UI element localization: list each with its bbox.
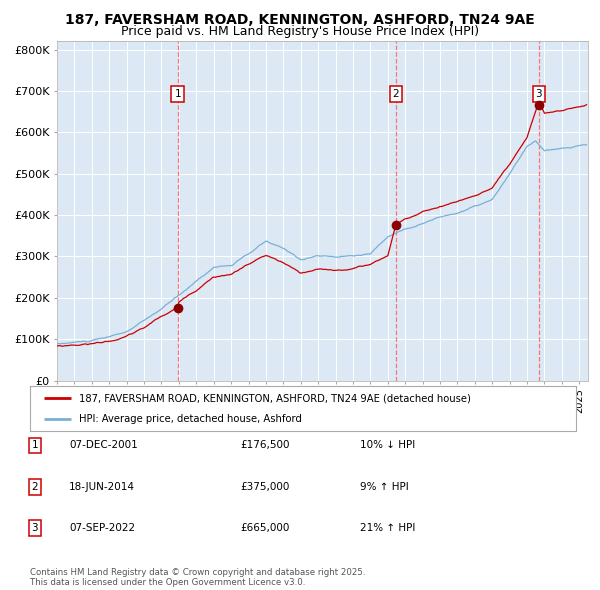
- Text: £176,500: £176,500: [240, 441, 290, 450]
- Text: £665,000: £665,000: [240, 523, 289, 533]
- Text: 07-SEP-2022: 07-SEP-2022: [69, 523, 135, 533]
- Text: 3: 3: [536, 89, 542, 99]
- Text: 21% ↑ HPI: 21% ↑ HPI: [360, 523, 415, 533]
- Text: 2: 2: [31, 482, 38, 491]
- Text: 1: 1: [175, 89, 181, 99]
- Text: 3: 3: [31, 523, 38, 533]
- Text: Price paid vs. HM Land Registry's House Price Index (HPI): Price paid vs. HM Land Registry's House …: [121, 25, 479, 38]
- Text: 07-DEC-2001: 07-DEC-2001: [69, 441, 138, 450]
- Text: 2: 2: [392, 89, 399, 99]
- Text: 187, FAVERSHAM ROAD, KENNINGTON, ASHFORD, TN24 9AE (detached house): 187, FAVERSHAM ROAD, KENNINGTON, ASHFORD…: [79, 394, 471, 404]
- Text: 1: 1: [31, 441, 38, 450]
- Text: 18-JUN-2014: 18-JUN-2014: [69, 482, 135, 491]
- Text: 187, FAVERSHAM ROAD, KENNINGTON, ASHFORD, TN24 9AE: 187, FAVERSHAM ROAD, KENNINGTON, ASHFORD…: [65, 13, 535, 27]
- Text: Contains HM Land Registry data © Crown copyright and database right 2025.
This d: Contains HM Land Registry data © Crown c…: [30, 568, 365, 587]
- Text: 9% ↑ HPI: 9% ↑ HPI: [360, 482, 409, 491]
- Text: 10% ↓ HPI: 10% ↓ HPI: [360, 441, 415, 450]
- Text: HPI: Average price, detached house, Ashford: HPI: Average price, detached house, Ashf…: [79, 414, 302, 424]
- Text: £375,000: £375,000: [240, 482, 289, 491]
